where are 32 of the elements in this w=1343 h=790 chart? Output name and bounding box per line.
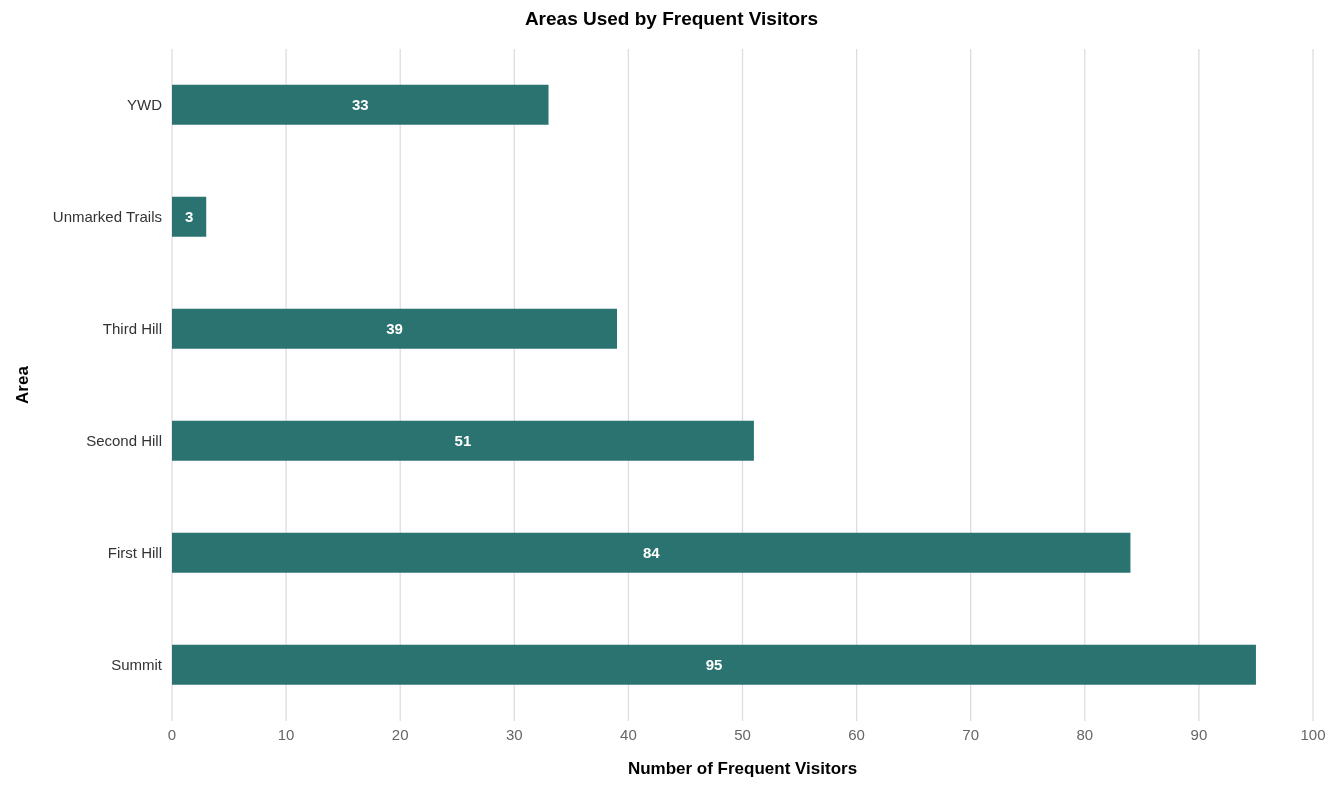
x-tick-label: 20 — [391, 725, 409, 743]
x-tick-label: 50 — [734, 725, 751, 743]
chart-title: Areas Used by Frequent Visitors — [523, 8, 820, 30]
data-label: 84 — [642, 544, 661, 562]
data-label: 51 — [454, 432, 472, 450]
bar — [172, 420, 754, 461]
y-tick-label: Summit — [111, 656, 163, 674]
x-tick-label: 30 — [505, 725, 523, 743]
y-tick-label: Second Hill — [86, 432, 162, 450]
y-tick-label: Third Hill — [102, 320, 162, 338]
x-tick-label: 100 — [1300, 725, 1326, 743]
x-tick-label: 40 — [620, 725, 637, 743]
x-tick-label: 10 — [277, 725, 295, 743]
x-tick-label: 80 — [1076, 725, 1094, 743]
data-label: 33 — [351, 96, 369, 114]
x-tick-label: 90 — [1190, 725, 1208, 743]
x-tick-label: 0 — [167, 725, 177, 743]
data-label: 95 — [705, 656, 723, 674]
data-label: 3 — [184, 208, 194, 226]
x-axis-title: Number of Frequent Visitors — [627, 759, 858, 778]
bar — [172, 532, 1131, 573]
data-label: 39 — [386, 320, 403, 338]
bar — [172, 84, 549, 125]
y-tick-label: Unmarked Trails — [52, 208, 162, 226]
bar — [172, 196, 207, 237]
bar — [172, 308, 617, 349]
x-tick-label: 70 — [962, 725, 980, 743]
y-tick-label: YWD — [127, 96, 163, 114]
y-axis-title: Area — [13, 365, 33, 404]
y-tick-label: First Hill — [107, 544, 162, 562]
x-tick-label: 60 — [848, 725, 865, 743]
bar — [172, 644, 1256, 685]
